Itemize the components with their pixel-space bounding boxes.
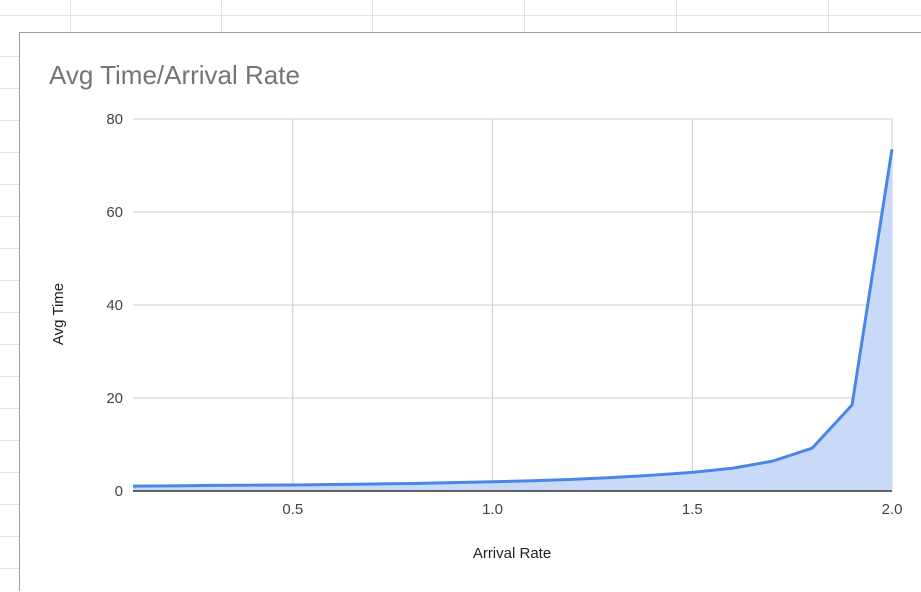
sheet-gridline [70,0,71,32]
data-point[interactable] [291,483,295,487]
data-point[interactable] [810,446,814,450]
data-point[interactable] [451,481,455,485]
data-point[interactable] [171,484,175,488]
y-tick-label: 20 [106,390,123,407]
sheet-gridline [0,536,19,537]
sheet-gridline [0,280,19,281]
chart-container[interactable]: Avg Time/Arrival Rate 0 20 40 60 80 0.5 1.0 1.5… [19,32,921,591]
sheet-gridline [0,312,19,313]
sheet-gridline [0,56,19,57]
data-point[interactable] [371,482,375,486]
data-point[interactable] [530,479,534,483]
sheet-gridline [0,472,19,473]
sheet-gridline [221,0,222,32]
data-point[interactable] [850,403,854,407]
plot-area [131,147,894,492]
x-axis-title: Arrival Rate [473,545,551,562]
data-point[interactable] [411,482,415,486]
data-point[interactable] [570,477,574,481]
x-tick-label: 0.5 [282,501,303,518]
sheet-gridline [0,408,19,409]
data-point[interactable] [770,459,774,463]
sheet-gridline [676,0,677,32]
sheet-gridline [0,120,19,121]
chart-svg[interactable]: Avg Time/Arrival Rate 0 20 40 60 80 0.5 1.0 1.5… [20,33,921,592]
series-line[interactable] [132,148,894,488]
y-tick-label: 60 [106,204,123,221]
data-point[interactable] [890,147,894,151]
sheet-gridline [0,440,19,441]
chart-title: Avg Time/Arrival Rate [49,60,300,90]
gridlines [133,118,893,491]
x-tick-label: 1.5 [682,501,703,518]
sheet-gridline [0,344,19,345]
sheet-gridline [372,0,373,32]
y-axis-title: Avg Time [50,283,67,345]
data-point[interactable] [610,476,614,480]
sheet-gridline [0,504,19,505]
data-point[interactable] [491,480,495,484]
data-point[interactable] [690,470,694,474]
y-tick-label: 80 [106,111,123,128]
axis-ticks: 0 20 40 60 80 0.5 1.0 1.5 2.0 [106,111,902,518]
data-point[interactable] [251,483,255,487]
sheet-gridline [524,0,525,32]
series-area-fill [133,149,892,491]
sheet-gridline [0,184,19,185]
data-point[interactable] [730,466,734,470]
sheet-gridline [0,216,19,217]
x-tick-label: 2.0 [882,501,903,518]
sheet-gridline [0,88,19,89]
data-point[interactable] [131,484,135,488]
data-point[interactable] [650,473,654,477]
sheet-gridline [0,152,19,153]
y-tick-label: 40 [106,297,123,314]
sheet-gridline [0,248,19,249]
data-point[interactable] [331,482,335,486]
y-tick-label: 0 [115,483,123,500]
sheet-gridline [0,376,19,377]
sheet-gridline [828,0,829,32]
sheet-gridline [0,568,19,569]
data-point[interactable] [211,483,215,487]
sheet-gridline [0,15,921,16]
x-tick-label: 1.0 [482,501,503,518]
